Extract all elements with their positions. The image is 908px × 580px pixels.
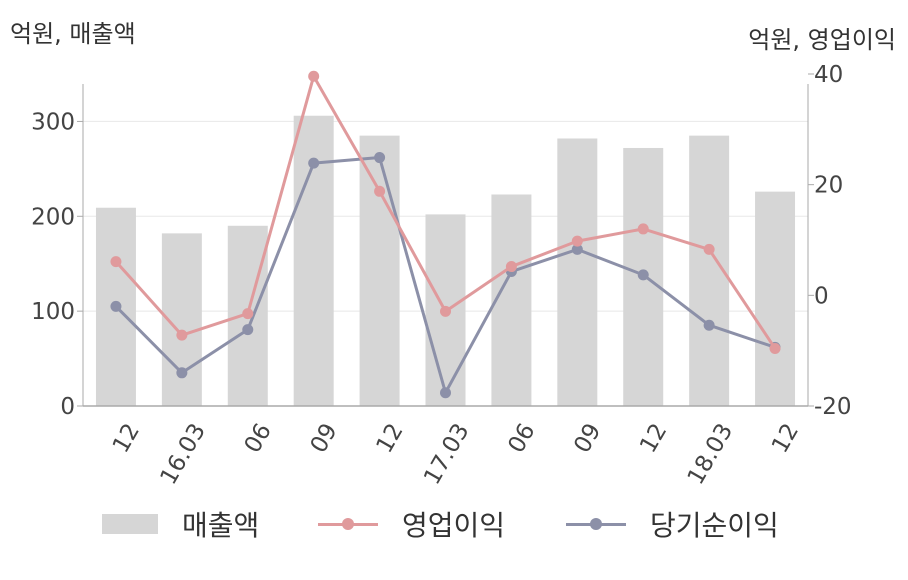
x-axis-labels: 12 16.03 06 09 12 17.03 06 09 12 18.03 12	[108, 419, 804, 489]
left-tick-label-200: 200	[31, 204, 75, 230]
point-op-profit-6	[505, 261, 517, 273]
point-op-profit-7	[571, 235, 583, 247]
legend-item-net-profit: 당기순이익	[566, 500, 779, 548]
bar-6	[491, 194, 532, 406]
point-net-profit-4	[374, 152, 386, 164]
legend-swatch-net-profit	[566, 514, 626, 534]
x-label-6: 06	[503, 419, 540, 457]
left-axis-ticks: 0 100 200 300	[31, 109, 83, 420]
legend-swatch-sales	[102, 514, 158, 534]
x-label-1: 16.03	[156, 419, 211, 489]
point-net-profit-3	[308, 157, 320, 169]
x-label-5: 17.03	[419, 419, 474, 489]
x-label-9: 18.03	[683, 419, 738, 489]
left-tick-label-300: 300	[31, 109, 75, 135]
point-op-profit-0	[110, 256, 122, 268]
bar-7	[557, 138, 598, 406]
legend-label-op-profit: 영업이익	[402, 509, 506, 542]
line-series	[110, 70, 781, 399]
point-net-profit-2	[242, 324, 254, 336]
point-op-profit-5	[440, 305, 451, 317]
right-tick-label-20: 20	[814, 173, 843, 199]
right-axis-ticks: -20 0 20 40	[808, 62, 852, 420]
point-op-profit-10	[769, 342, 781, 354]
left-tick-label-0: 0	[60, 394, 75, 420]
right-tick-label--20: -20	[814, 394, 852, 420]
right-tick-label-0: 0	[814, 283, 829, 309]
legend-swatch-op-profit	[318, 514, 378, 534]
axes	[82, 84, 809, 407]
legend-item-op-profit: 영업이익	[318, 500, 505, 548]
bar-10	[755, 191, 796, 406]
point-op-profit-1	[176, 329, 188, 341]
legend-label-net-profit: 당기순이익	[650, 509, 779, 542]
point-op-profit-3	[308, 70, 320, 82]
chart: 0 100 200 300 -20 0 20 40 12 16.03 06 09 12 17.03 06…	[31, 62, 852, 489]
point-op-profit-4	[374, 185, 386, 197]
right-axis-unit: 억원, 영업이익	[748, 26, 896, 54]
x-label-2: 06	[240, 419, 277, 457]
point-op-profit-9	[703, 243, 715, 255]
point-net-profit-7	[571, 243, 583, 255]
x-label-0: 12	[108, 419, 145, 457]
x-label-4: 12	[372, 419, 409, 457]
left-tick-label-100: 100	[31, 299, 75, 325]
point-net-profit-5	[440, 387, 451, 399]
legend-item-sales: 매출액	[102, 500, 259, 548]
bar-4	[359, 135, 400, 406]
legend-label-sales: 매출액	[182, 509, 260, 542]
right-tick-label-40: 40	[814, 62, 843, 88]
point-net-profit-9	[703, 319, 715, 331]
x-label-3: 09	[306, 419, 343, 457]
point-net-profit-8	[637, 269, 649, 281]
left-axis-unit: 억원, 매출액	[10, 20, 136, 48]
x-label-10: 12	[767, 419, 804, 457]
point-op-profit-8	[637, 223, 649, 235]
point-op-profit-2	[242, 308, 254, 320]
x-label-8: 12	[635, 419, 672, 457]
bars-sales	[95, 115, 796, 406]
legend: 매출액 영업이익 당기순이익	[0, 500, 908, 548]
point-net-profit-0	[110, 300, 122, 312]
point-net-profit-1	[176, 367, 188, 379]
x-label-7: 09	[569, 419, 606, 457]
